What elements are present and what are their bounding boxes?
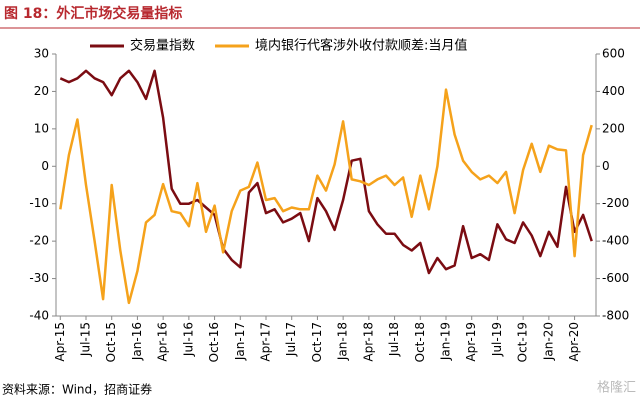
x-tick-label: Jul-18 [387,322,401,357]
y-tick-label: 30 [34,47,49,61]
y2-tick-label: 400 [602,84,625,98]
legend-label: 交易量指数 [130,38,195,54]
x-tick-label: Jan-19 [439,322,453,361]
legend-label: 境内银行代客涉外收付款顺差:当月值 [255,38,467,54]
x-tick-label: Jul-19 [490,322,504,357]
watermark: 格隆汇 [597,380,636,396]
chart-title: 图 18：外汇市场交易量指标 [4,5,182,22]
line-series [59,88,593,305]
x-tick-label: Jan-20 [541,322,555,361]
y-tick-label: 10 [34,121,49,135]
y-tick-label: 20 [34,84,49,98]
x-tick-label: Jul-16 [181,322,195,357]
x-tick-label: Jan-18 [336,322,350,361]
x-tick-label: Oct-15 [104,322,118,362]
x-tick-label: Apr-15 [53,322,67,362]
source: 资料来源：Wind，招商证券 [2,382,152,397]
x-tick-label: Jan-16 [130,322,144,361]
x-tick-label: Apr-17 [259,322,273,362]
y-tick-label: -30 [29,271,49,285]
y2-tick-label: 600 [602,47,625,61]
x-tick-label: Oct-17 [310,322,324,362]
y2-tick-label: -200 [602,196,629,210]
x-tick-label: Apr-18 [361,322,375,362]
y2-tick-label: 0 [602,159,610,173]
x-tick-label: Oct-16 [207,322,221,362]
y2-tick-label: 200 [602,121,625,135]
y-tick-label: -40 [29,309,49,323]
y2-tick-label: -800 [602,309,629,323]
x-tick-label: Jan-17 [233,322,247,361]
x-tick-label: Apr-19 [464,322,478,362]
y-tick-label: 0 [41,159,49,173]
x-tick-label: Oct-18 [413,322,427,362]
x-tick-label: Apr-20 [567,322,581,362]
y2-tick-label: -600 [602,271,629,285]
x-tick-label: Oct-19 [516,322,530,362]
x-tick-label: Apr-16 [156,322,170,362]
y-tick-label: -20 [29,234,49,248]
y-tick-label: -10 [29,196,49,210]
x-tick-label: Jul-17 [284,322,298,357]
y2-tick-label: -400 [602,234,629,248]
line-series [59,69,593,275]
x-tick-label: Jul-15 [79,322,93,357]
